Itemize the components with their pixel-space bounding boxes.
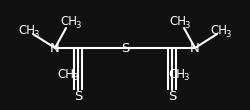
Text: S: S [121,41,129,54]
Text: CH: CH [210,24,228,37]
Text: CH: CH [58,68,74,81]
Text: S: S [74,90,82,103]
Text: 3: 3 [33,29,39,38]
Text: CH: CH [170,15,186,28]
Text: N: N [50,41,60,54]
Text: 3: 3 [184,20,190,29]
Text: CH: CH [60,15,78,28]
Text: 3: 3 [183,73,189,82]
Text: 3: 3 [225,29,231,38]
Text: S: S [168,90,176,103]
Text: CH: CH [168,68,186,81]
Text: 3: 3 [72,73,78,82]
Text: N: N [190,41,200,54]
Text: CH: CH [18,24,36,37]
Text: 3: 3 [75,20,81,29]
